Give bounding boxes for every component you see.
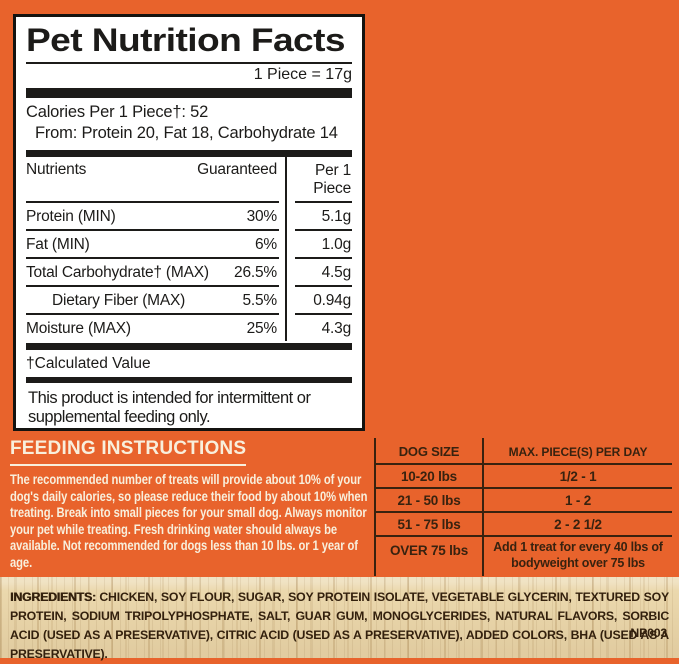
feeding-instructions-body: The recommended number of treats will pr… [10,472,368,570]
nutrient-guaranteed: 5.5% [242,291,277,309]
col-header-per-piece: Per 1 Piece [295,157,352,203]
ingredients-text: INGREDIENTS: CHICKEN, SOY FLOUR, SUGAR, … [0,577,679,664]
dog-size-value: 10-20 lbs [374,465,484,487]
calories-from-line: From: Protein 20, Fat 18, Carbohydrate 1… [35,123,338,142]
nutrition-label: Pet Nutrition Facts 1 Piece = 17g Calori… [13,14,365,431]
calories-line: Calories Per 1 Piece†: 52 [26,102,209,121]
nutrient-per-piece: 0.94g [295,287,352,315]
dog-size-value: 21 - 50 lbs [374,489,484,511]
max-pieces-value: Add 1 treat for every 40 lbs of bodyweig… [493,540,663,570]
dog-table-row-2: 21 - 50 lbs 1 - 2 [374,489,672,513]
label-title: Pet Nutrition Facts [26,22,346,58]
nutrient-name: Dietary Fiber (MAX) [52,291,186,309]
calculated-value-footnote: †Calculated Value [26,354,151,372]
nutrient-row-protein: Protein (MIN) 30% 5.1g [26,202,352,231]
feeding-instructions-heading: FEEDING INSTRUCTIONS [10,438,247,466]
nutrients-header-row: Nutrients Guaranteed Per 1 Piece [26,156,352,203]
nutrient-name: Protein (MIN) [26,207,116,225]
title-rule [26,61,352,64]
dog-table-row-1: 10-20 lbs 1/2 - 1 [374,465,672,489]
dog-table-row-3: 51 - 75 lbs 2 - 2 1/2 [374,513,672,537]
nutrient-per-piece: 5.1g [295,203,352,231]
divider-bar-bottom [26,376,352,383]
divider-bar-footnote [26,342,352,350]
dog-size-table: DOG SIZE MAX. PIECE(S) PER DAY 10-20 lbs… [374,438,672,577]
nutrient-row-carbohydrate: Total Carbohydrate† (MAX) 26.5% 4.5g [26,258,352,287]
nutrient-row-dietary-fiber: Dietary Fiber (MAX) 5.5% 0.94g [26,286,352,315]
nutrient-per-piece: 4.5g [295,259,352,287]
divider-bar-top [26,87,352,98]
wood-panel: INGREDIENTS: CHICKEN, SOY FLOUR, SUGAR, … [0,577,679,661]
nutrient-name: Fat (MIN) [26,235,90,253]
product-code: NP003 [630,626,667,640]
feeding-instructions-section: FEEDING INSTRUCTIONS The recommended num… [10,438,390,571]
intermittent-feeding-statement: This product is intended for intermitten… [28,388,311,427]
max-pieces-column-header: MAX. PIECE(S) PER DAY [508,445,648,459]
col-header-guaranteed: Guaranteed [197,160,277,178]
max-pieces-value: 2 - 2 1/2 [554,517,602,532]
nutrient-per-piece: 4.3g [321,319,352,337]
nutrient-per-piece: 1.0g [295,231,352,259]
serving-size: 1 Piece = 17g [253,65,352,83]
nutrients-table: Nutrients Guaranteed Per 1 Piece Protein… [26,156,352,341]
dog-size-value: 51 - 75 lbs [374,513,484,535]
dog-size-column-header: DOG SIZE [374,438,484,463]
ingredients-label: INGREDIENTS: [10,590,96,604]
dog-size-value: OVER 75 lbs [374,537,484,577]
nutrient-guaranteed: 30% [246,207,278,225]
dog-table-row-4: OVER 75 lbs Add 1 treat for every 40 lbs… [374,537,672,577]
dog-table-header-row: DOG SIZE MAX. PIECE(S) PER DAY [374,438,672,465]
max-pieces-value: 1 - 2 [564,493,591,508]
nutrient-guaranteed: 6% [254,235,277,253]
col-header-nutrients: Nutrients [26,160,87,178]
nutrient-row-fat: Fat (MIN) 6% 1.0g [26,230,352,259]
divider-bar-header [26,149,352,157]
ingredients-list: CHICKEN, SOY FLOUR, SUGAR, SOY PROTEIN I… [10,590,669,662]
nutrient-name: Total Carbohydrate† (MAX) [26,263,209,281]
nutrient-row-moisture: Moisture (MAX) 25% 4.3g [26,314,352,341]
nutrient-guaranteed: 26.5% [234,263,277,281]
nutrient-guaranteed: 25% [246,319,278,337]
nutrient-name: Moisture (MAX) [26,319,131,337]
max-pieces-value: 1/2 - 1 [559,469,597,484]
